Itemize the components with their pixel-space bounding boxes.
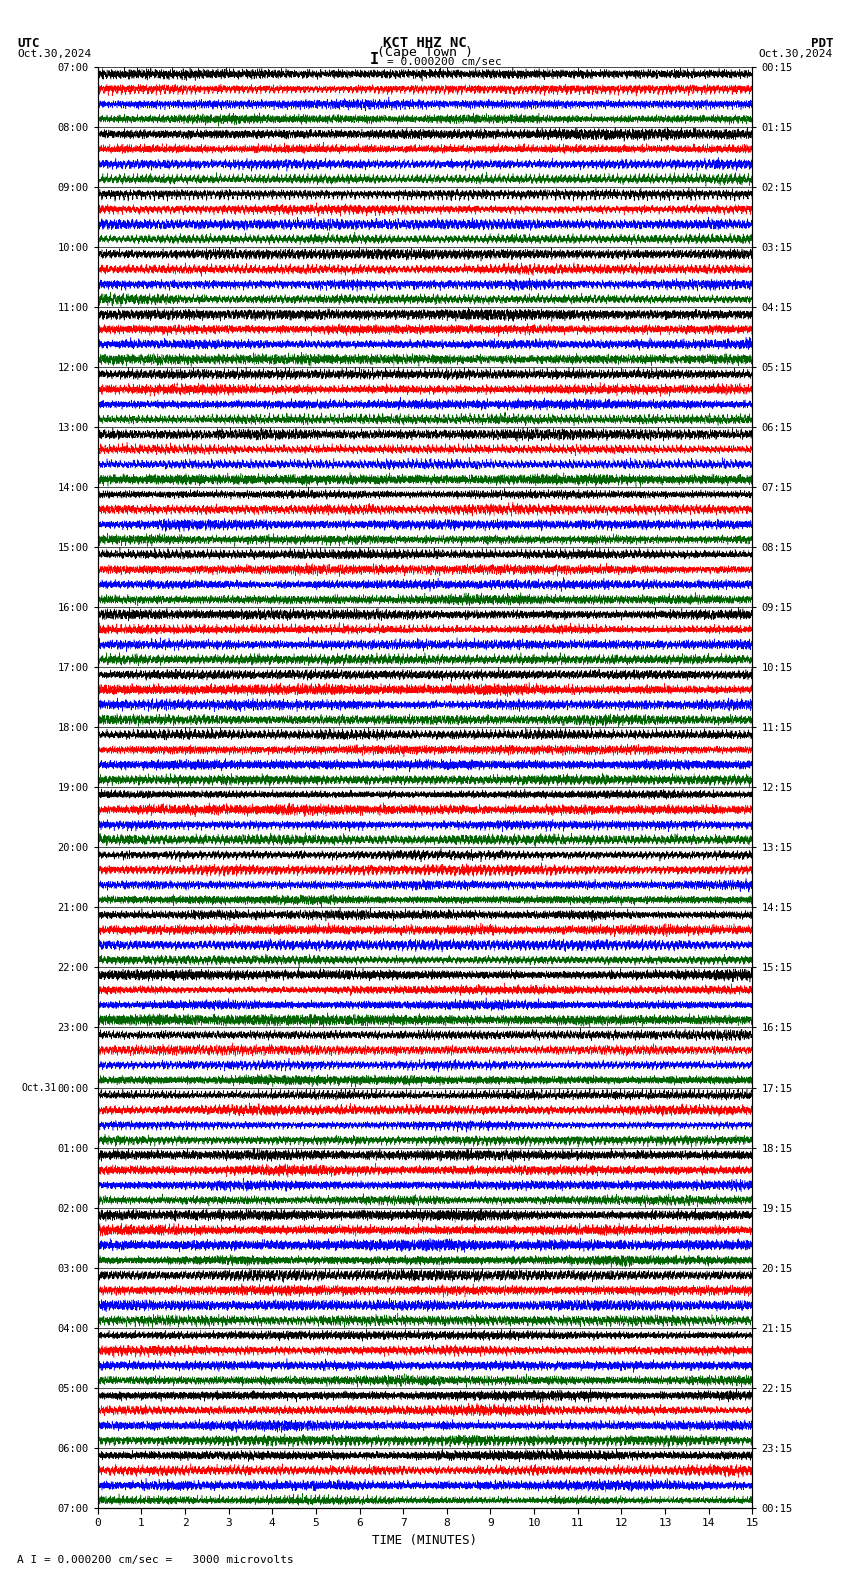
Text: UTC: UTC — [17, 36, 39, 49]
Text: A I = 0.000200 cm/sec =   3000 microvolts: A I = 0.000200 cm/sec = 3000 microvolts — [17, 1555, 294, 1565]
X-axis label: TIME (MINUTES): TIME (MINUTES) — [372, 1533, 478, 1548]
Text: PDT: PDT — [811, 36, 833, 49]
Text: I: I — [370, 52, 378, 67]
Text: = 0.000200 cm/sec: = 0.000200 cm/sec — [387, 57, 501, 67]
Text: (Cape Town ): (Cape Town ) — [377, 46, 473, 59]
Text: Oct.30,2024: Oct.30,2024 — [759, 49, 833, 59]
Text: Oct.30,2024: Oct.30,2024 — [17, 49, 91, 59]
Text: KCT HHZ NC: KCT HHZ NC — [383, 36, 467, 49]
Text: Oct.31: Oct.31 — [21, 1082, 57, 1093]
